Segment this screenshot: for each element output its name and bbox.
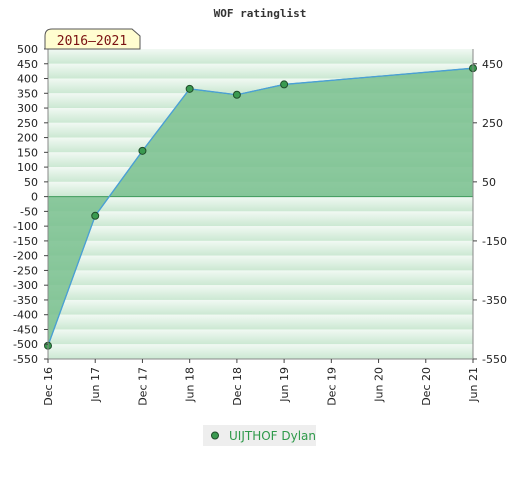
y-tick-label-left: -100 bbox=[13, 220, 38, 233]
y-tick-label-left: -200 bbox=[13, 250, 38, 263]
x-tick-label: Dec 20 bbox=[420, 367, 433, 406]
x-tick-label: Jun 17 bbox=[89, 367, 102, 403]
x-tick-label: Jun 20 bbox=[373, 367, 386, 403]
y-tick-label-left: 500 bbox=[17, 43, 38, 56]
y-tick-label-left: 300 bbox=[17, 102, 38, 115]
y-tick-label-right: -150 bbox=[482, 235, 507, 248]
x-tick-label: Jun 18 bbox=[184, 367, 197, 403]
y-tick-label-right: -550 bbox=[482, 353, 507, 366]
chart-title: WOF ratinglist bbox=[214, 7, 307, 20]
y-tick-label-left: 400 bbox=[17, 73, 38, 86]
grid-band bbox=[48, 329, 473, 345]
y-tick-label-left: 200 bbox=[17, 132, 38, 145]
grid-band bbox=[48, 240, 473, 256]
grid-band bbox=[48, 314, 473, 330]
period-badge: 2016–2021 bbox=[44, 28, 141, 50]
legend-label: UIJTHOF Dylan bbox=[229, 429, 316, 443]
grid-band bbox=[48, 299, 473, 315]
x-tick-label: Jun 21 bbox=[467, 367, 480, 403]
y-tick-label-right: -350 bbox=[482, 294, 507, 307]
x-tick-label: Dec 16 bbox=[42, 367, 55, 406]
y-tick-label-left: -550 bbox=[13, 353, 38, 366]
x-tick-label: Dec 19 bbox=[325, 367, 338, 406]
y-tick-label-left: 150 bbox=[17, 146, 38, 159]
legend-marker bbox=[211, 431, 219, 440]
grid-band bbox=[48, 270, 473, 286]
data-point[interactable] bbox=[91, 211, 100, 220]
axes: 500450400350300250200150100500-50-100-15… bbox=[13, 43, 507, 406]
y-tick-label-left: -250 bbox=[13, 264, 38, 277]
y-tick-label-left: 100 bbox=[17, 161, 38, 174]
data-point[interactable] bbox=[280, 80, 289, 89]
y-tick-label-left: -300 bbox=[13, 279, 38, 292]
data-point[interactable] bbox=[138, 146, 147, 155]
x-tick-label: Dec 17 bbox=[136, 367, 149, 406]
y-tick-label-left: -450 bbox=[13, 323, 38, 336]
grid-band bbox=[48, 211, 473, 227]
y-tick-label-right: 450 bbox=[482, 58, 503, 71]
legend[interactable]: UIJTHOF Dylan bbox=[203, 425, 316, 446]
y-tick-label-left: 450 bbox=[17, 58, 38, 71]
period-badge-text: 2016–2021 bbox=[57, 34, 127, 49]
y-tick-label-left: 50 bbox=[24, 176, 38, 189]
grid-band bbox=[48, 285, 473, 300]
y-tick-label-left: -350 bbox=[13, 294, 38, 307]
data-point[interactable] bbox=[232, 90, 241, 99]
data-point[interactable] bbox=[185, 84, 194, 93]
grid-band bbox=[48, 226, 473, 241]
y-tick-label-left: -50 bbox=[20, 205, 38, 218]
grid-band bbox=[48, 255, 473, 271]
grid-band bbox=[48, 49, 473, 64]
grid-band bbox=[48, 196, 473, 212]
y-tick-label-right: 50 bbox=[482, 176, 496, 189]
x-tick-label: Dec 18 bbox=[231, 367, 244, 406]
y-tick-label-left: -150 bbox=[13, 235, 38, 248]
x-tick-label: Jun 19 bbox=[278, 367, 291, 403]
grid-band bbox=[48, 344, 473, 359]
grid-band bbox=[48, 63, 473, 79]
y-tick-label-left: 350 bbox=[17, 87, 38, 100]
y-tick-label-left: -500 bbox=[13, 338, 38, 351]
y-tick-label-left: 0 bbox=[31, 191, 38, 204]
y-tick-label-right: 250 bbox=[482, 117, 503, 130]
y-tick-label-left: -400 bbox=[13, 309, 38, 322]
y-tick-label-left: 250 bbox=[17, 117, 38, 130]
